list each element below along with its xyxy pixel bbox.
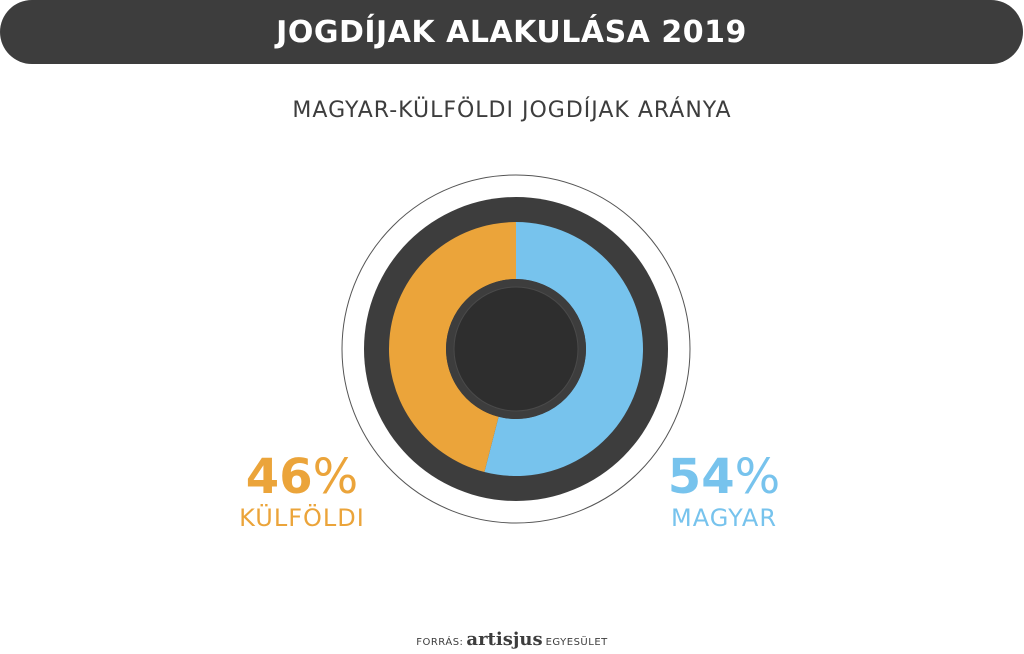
chart-title: MAGYAR-KÜLFÖLDI JOGDÍJAK ARÁNYA <box>292 98 732 123</box>
source-prefix: FORRÁS: <box>416 637 464 648</box>
header-bar: JOGDÍJAK ALAKULÁSA 2019 <box>0 0 1023 64</box>
slice-unit-magyar: % <box>734 449 781 505</box>
slice-label-kulfoldi: 46% KÜLFÖLDI <box>222 450 382 532</box>
outer-outline-ring <box>341 174 691 524</box>
slice-name-kulfoldi: KÜLFÖLDI <box>239 504 365 532</box>
source-suffix: EGYESÜLET <box>545 637 608 648</box>
slice-value-kulfoldi: 46 <box>245 449 313 505</box>
slice-percent-kulfoldi: 46% <box>222 450 382 504</box>
center-hub-outline <box>453 286 579 412</box>
pie-slice-kulfoldi <box>388 222 516 473</box>
slice-label-magyar: 54% MAGYAR <box>644 450 804 532</box>
slices-group <box>388 222 643 477</box>
slice-unit-kulfoldi: % <box>312 449 359 505</box>
artisjus-logo: artisjus <box>466 629 543 650</box>
slice-name-magyar: MAGYAR <box>671 504 777 532</box>
header-title: JOGDÍJAK ALAKULÁSA 2019 <box>276 14 747 50</box>
pie-slice-magyar <box>484 222 643 477</box>
source-footer: FORRÁS: artisjus EGYESÜLET <box>0 629 1024 650</box>
slice-value-magyar: 54 <box>667 449 735 505</box>
slice-percent-magyar: 54% <box>644 450 804 504</box>
